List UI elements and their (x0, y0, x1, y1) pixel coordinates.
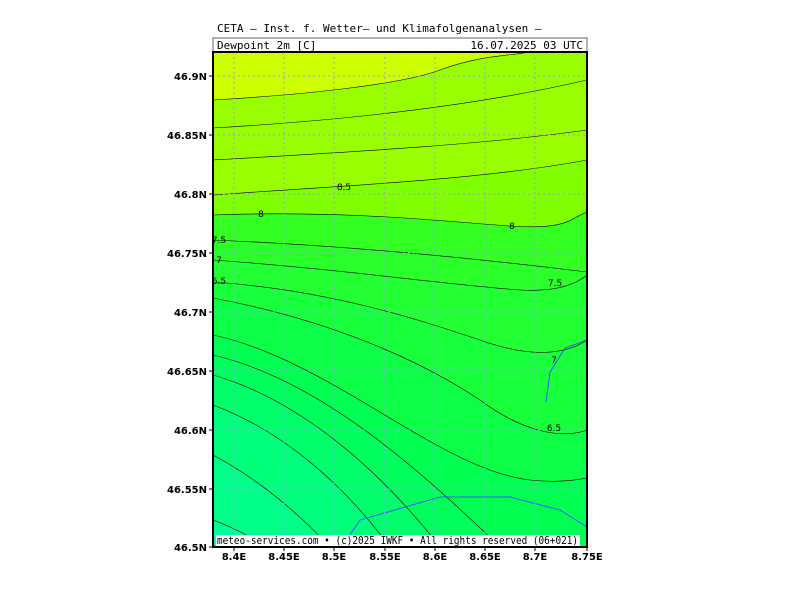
y-tick-label: 46.9N (174, 72, 207, 83)
contour-line (213, 259, 587, 291)
x-tick-label: 8.4E (222, 552, 247, 563)
contour-labels: 8.5 8 8 7.5 7 6.5 7.5 7 6.5 (212, 183, 562, 434)
y-tick-label: 46.5N (174, 543, 207, 554)
contour-label: 7 (216, 256, 222, 266)
river (545, 339, 587, 403)
contour-line (213, 404, 391, 547)
x-tick-label: 8.7E (523, 552, 548, 563)
plot-frame (212, 51, 588, 548)
variable-name: Dewpoint 2m [C] (217, 39, 316, 52)
x-tick-label: 8.5E (322, 552, 347, 563)
contour-label: 8.5 (337, 183, 351, 193)
contour-line (213, 129, 587, 161)
y-tick-label: 46.75N (167, 249, 207, 260)
header-title: CETA — Inst. f. Wetter— und Klimafolgena… (217, 22, 542, 35)
border (344, 496, 587, 543)
contour-label: 8 (258, 210, 264, 220)
field (213, 52, 587, 547)
x-tick-label: 8.65E (469, 552, 501, 563)
y-tick-label: 46.55N (167, 485, 207, 496)
contour-line (213, 354, 501, 547)
contour-line (213, 239, 587, 273)
grid (213, 52, 587, 547)
y-tick-label: 46.65N (167, 367, 207, 378)
band (213, 52, 530, 100)
contour-line (213, 211, 587, 228)
x-tick-label: 8.6E (423, 552, 448, 563)
contour-label: 6.5 (212, 277, 226, 287)
y-axis: 46.9N 46.85N 46.8N 46.75N 46.7N 46.65N 46.6N 46… (167, 72, 213, 554)
valid-time: 16.07.2025 03 UTC (470, 39, 583, 52)
contour-label: 7 (551, 356, 557, 366)
contour-label: 7.5 (548, 279, 562, 289)
contour-label: 6.5 (547, 424, 561, 434)
y-tick-label: 46.7N (174, 308, 207, 319)
y-tick-label: 46.85N (167, 131, 207, 142)
contour-label: 8 (509, 222, 515, 232)
footer: meteo-services.com • (c)2025 IWKF • All … (217, 534, 578, 547)
x-tick-label: 8.45E (268, 552, 300, 563)
contour-line (213, 159, 587, 196)
y-tick-label: 46.8N (174, 190, 207, 201)
contour-line (213, 52, 531, 101)
x-axis: 8.4E 8.45E 8.5E 8.55E 8.6E 8.65E 8.7E 8.75E (222, 547, 603, 563)
contour-line (213, 297, 587, 435)
x-tick-label: 8.55E (369, 552, 401, 563)
contour-line (213, 334, 587, 482)
contour-line (213, 79, 587, 129)
contour-line (213, 281, 587, 353)
contour-line (213, 374, 441, 547)
footer-background (216, 535, 580, 546)
x-tick-label: 8.75E (571, 552, 603, 563)
y-tick-label: 46.6N (174, 426, 207, 437)
contour-label: 7.5 (212, 236, 226, 246)
